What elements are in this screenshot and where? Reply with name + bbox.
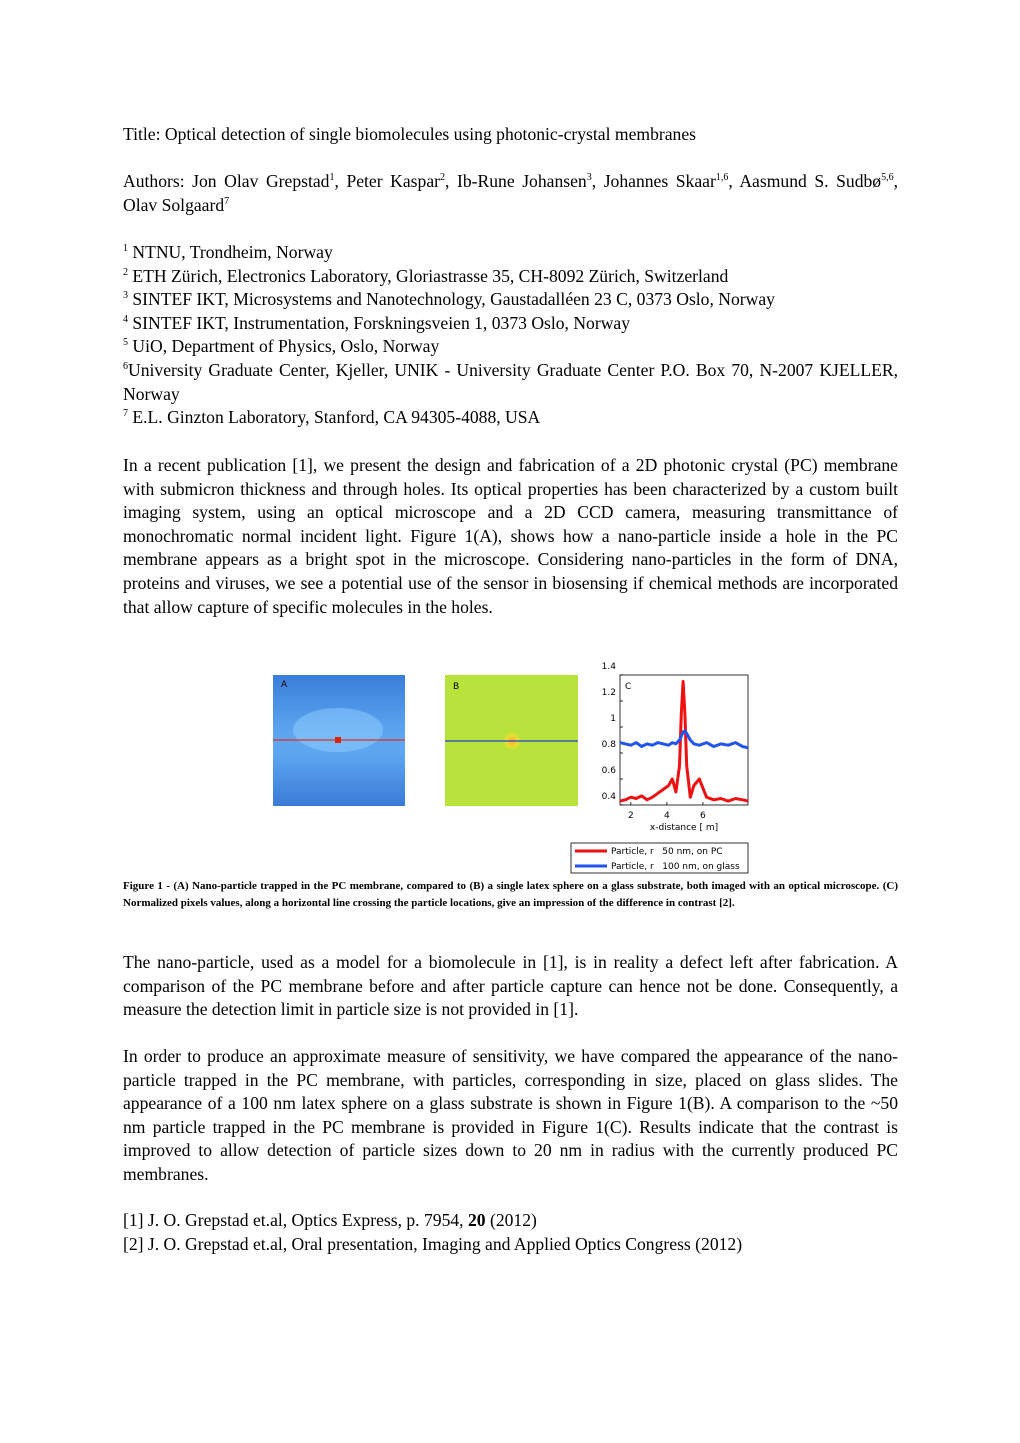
affiliation-text: NTNU, Trondheim, Norway [128, 242, 333, 262]
affiliation-number: 6 [123, 360, 128, 372]
legend-items: Particle, r 50 nm, on PC Particle, r 100 … [575, 847, 740, 872]
x-tick-label: 2 [628, 811, 634, 821]
affiliation-text: University Graduate Center, Kjeller, UNI… [123, 359, 898, 404]
text: , Aasmund S. Sudbø [728, 171, 882, 191]
affiliation: 1 NTNU, Trondheim, Norway [123, 241, 898, 265]
text: , Johannes Skaar [591, 171, 716, 191]
references: [1] J. O. Grepstad et.al, Optics Express… [123, 1209, 898, 1256]
plot: 0.4 0.6 0.8 1 1.2 1.4 2 4 6 [602, 662, 749, 821]
affiliation-number: 4 [123, 313, 128, 325]
affiliation-number: 3 [123, 290, 128, 302]
affiliation-text: UiO, Department of Physics, Oslo, Norway [128, 336, 440, 357]
text: [1] J. O. Grepstad et.al, Optics Express… [123, 1210, 468, 1230]
particle-a [335, 737, 341, 743]
title: Title: Optical detection of single biomo… [123, 124, 696, 144]
caption: Figure 1 - (A) Nano-particle trapped in … [123, 880, 898, 909]
affiliation-text: SINTEF IKT, Microsystems and Nanotechnol… [128, 289, 775, 310]
superscript: 5,6 [881, 172, 894, 183]
affiliation-number: 7 [123, 408, 128, 420]
paragraph: In a recent publication [1], we present … [123, 455, 898, 617]
affiliation-text: ETH Zürich, Electronics Laboratory, Glor… [128, 265, 729, 286]
series-line [619, 680, 749, 803]
legend-label: Particle, r 50 nm, on PC [611, 847, 723, 857]
affiliation: 6University Graduate Center, Kjeller, UN… [123, 359, 898, 406]
affiliation-text: SINTEF IKT, Instrumentation, Forskningsv… [128, 312, 631, 333]
y-tick-label: 0.6 [602, 766, 617, 776]
x-tick-label: 4 [664, 811, 670, 821]
text: , Olav Solgaard [123, 171, 899, 215]
affiliation-number: 5 [123, 337, 128, 349]
paragraph: In order to produce an approximate measu… [123, 1046, 898, 1184]
y-tick-label: 1.4 [602, 662, 617, 672]
superscript: 2 [440, 172, 445, 183]
x-axis-label: x-distance [ m] [650, 823, 718, 833]
panel-label: C [625, 682, 631, 692]
affiliation-text: E.L. Ginzton Laboratory, Stanford, CA 94… [128, 407, 541, 428]
text: [2] J. O. Grepstad et.al, Oral presentat… [123, 1233, 743, 1254]
text: , Ib-Rune Johansen [445, 171, 587, 191]
affiliation: 5 UiO, Department of Physics, Oslo, Norw… [123, 335, 898, 359]
superscript: 7 [224, 195, 230, 207]
figure: A B C 0.4 0.6 0.8 1 1.2 1.4 2 4 6 x-distance [ m… [273, 662, 749, 874]
affiliations: 1 NTNU, Trondheim, Norway 2 ETH Zürich, E… [123, 241, 898, 430]
y-tick-label: 0.8 [602, 740, 617, 750]
glow [293, 708, 383, 752]
legend [570, 842, 749, 874]
series-line [619, 729, 749, 750]
affiliation: 4 SINTEF IKT, Instrumentation, Forskning… [123, 312, 898, 336]
x-tick-label: 6 [700, 811, 706, 821]
panel-label: A [281, 680, 288, 690]
text: (2012) [485, 1210, 537, 1230]
superscript: 1,6 [715, 172, 729, 183]
superscript: 1 [329, 172, 335, 183]
panel-label: B [453, 682, 459, 692]
affiliation: 7 E.L. Ginzton Laboratory, Stanford, CA … [123, 406, 898, 430]
legend-label: Particle, r 100 nm, on glass [611, 862, 740, 872]
superscript: 3 [586, 172, 592, 183]
plot-frame [619, 674, 749, 806]
reference: [1] J. O. Grepstad et.al, Optics Express… [123, 1209, 898, 1233]
affiliation-number: 1 [123, 243, 128, 254]
y-tick-label: 1.2 [602, 688, 616, 698]
y-tick-label: 1 [610, 714, 616, 724]
affiliation-number: 2 [123, 266, 128, 278]
text: Authors: Jon Olav Grepstad [123, 171, 330, 191]
y-tick-label: 0.4 [602, 792, 617, 802]
authors: Authors: Jon Olav Grepstad1, Peter Kaspa… [123, 170, 898, 217]
reference: [2] J. O. Grepstad et.al, Oral presentat… [123, 1233, 898, 1257]
affiliation: 3 SINTEF IKT, Microsystems and Nanotechn… [123, 288, 898, 312]
paragraph: The nano-particle, used as a model for a… [123, 952, 898, 1020]
bold-text: 20 [467, 1210, 486, 1230]
affiliation: 2 ETH Zürich, Electronics Laboratory, Gl… [123, 265, 898, 289]
text: , Peter Kaspar [334, 171, 440, 191]
